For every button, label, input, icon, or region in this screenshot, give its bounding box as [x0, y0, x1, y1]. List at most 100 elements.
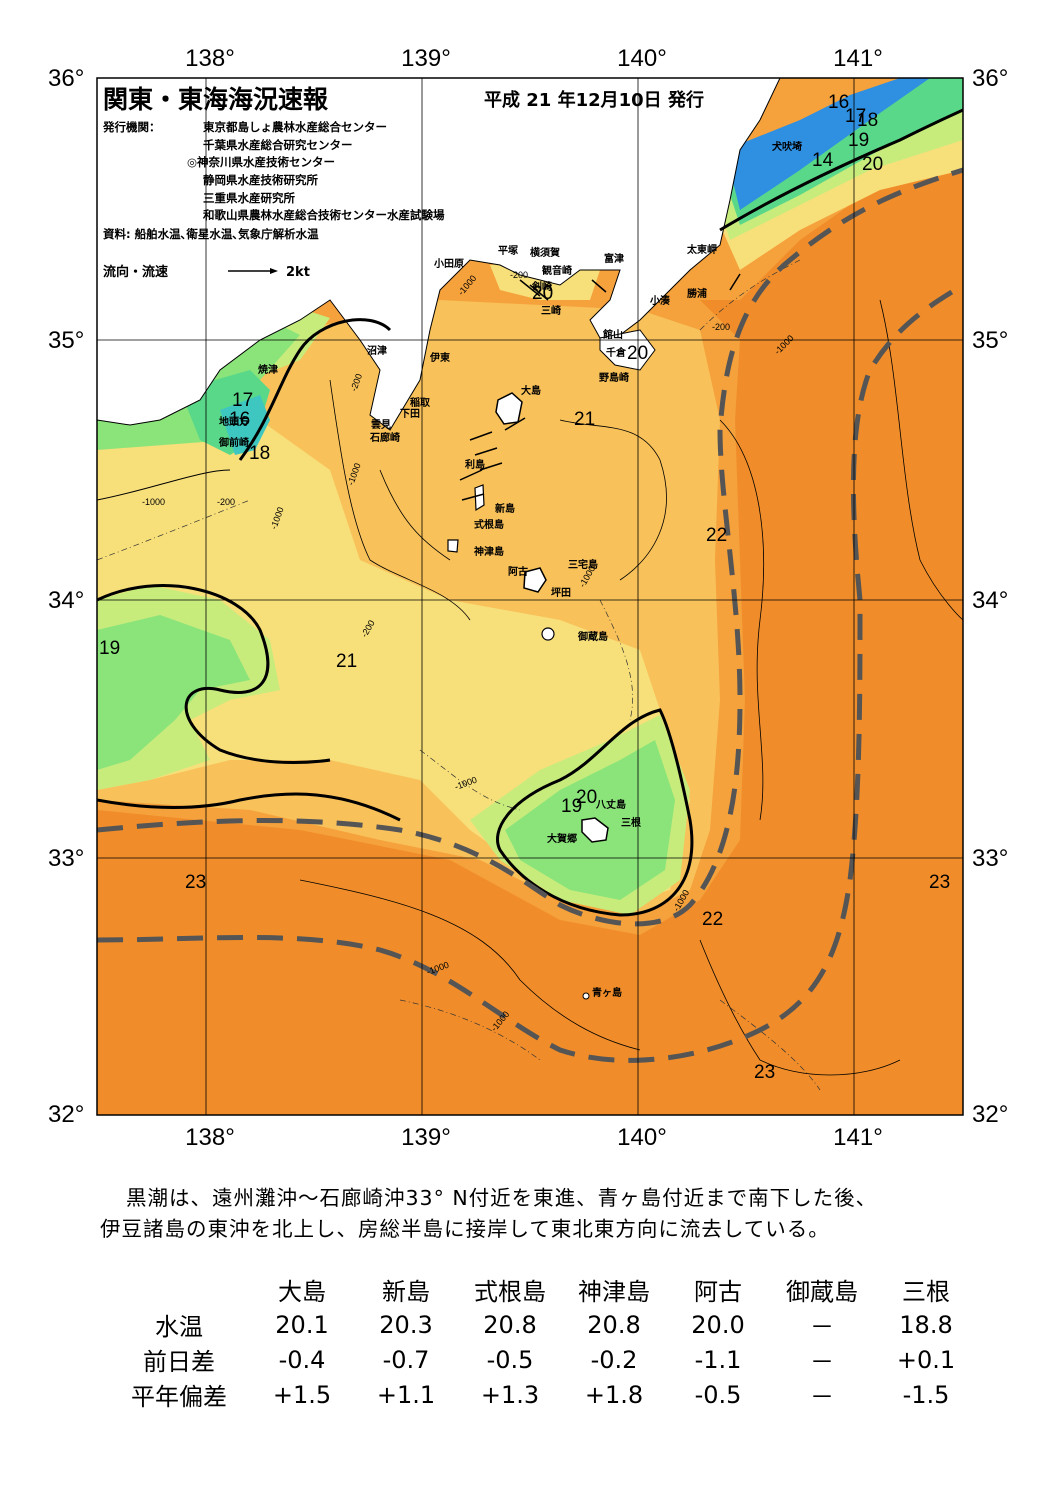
place-numazu: 沼津	[367, 344, 387, 357]
place-katsuura: 勝浦	[687, 287, 707, 300]
iso-label-20-sagami: 20	[532, 283, 553, 304]
issuer-6: 和歌山県農林水産総合技術センター水産試験場	[203, 208, 445, 222]
place-mitsune: 三根	[621, 816, 641, 829]
place-aogashima: 青ヶ島	[592, 986, 622, 999]
issuer-1: 東京都島しょ農林水産総合センター	[203, 120, 387, 134]
row-label: 平年偏差	[131, 1383, 227, 1411]
issuer-5: 三重県水産研究所	[203, 191, 295, 205]
table-cell: 18.8	[899, 1310, 953, 1339]
place-inatori: 稲取	[410, 396, 431, 409]
iso-label-20-hachijo: 20	[576, 787, 597, 808]
iso-label-19-hachijo: 19	[561, 796, 582, 817]
iso-label-16-boso: 16	[828, 92, 849, 113]
summary-line-1: 黒潮は、遠州灘沖～石廊崎沖33° N付近を東進、青ヶ島付近まで南下した後、	[126, 1186, 878, 1210]
isotherm-19-hachijo	[496, 708, 694, 917]
lat-right-33: 33°	[972, 845, 1008, 872]
issuer-2: 千葉県水産総合研究センター	[203, 138, 353, 152]
current-legend-unit: 2kt	[286, 265, 310, 280]
lon-bottom-139: 139°	[401, 1124, 451, 1151]
col-header: 新島	[382, 1278, 430, 1306]
table-cell: +1.1	[376, 1380, 436, 1409]
issue-date: 平成 21 年12月10日 発行	[484, 89, 704, 111]
place-niijima: 新島	[495, 502, 515, 515]
place-shikinejima: 式根島	[474, 518, 504, 531]
lat-right-32: 32°	[972, 1101, 1008, 1128]
kuroshio-axis-main	[97, 167, 963, 927]
island-hachijo	[581, 817, 609, 843]
col-header: 御蔵島	[786, 1278, 858, 1306]
isotherm-20-coast	[97, 469, 231, 501]
island-miyake	[523, 567, 547, 593]
col-header: 神津島	[578, 1278, 650, 1306]
table-cell: +0.1	[896, 1345, 956, 1374]
row-label: 水温	[155, 1313, 203, 1341]
place-mikurajima: 御蔵島	[577, 630, 608, 643]
lon-top-141: 141°	[833, 45, 883, 72]
col-header: 三根	[902, 1278, 950, 1306]
island-kozushima	[447, 539, 459, 553]
place-miyakejima: 三宅島	[568, 558, 598, 571]
table-row: 平年偏差 +1.5 +1.1 +1.3 +1.8 -0.5 － -1.5	[108, 1377, 978, 1412]
place-odawara: 小田原	[433, 257, 464, 270]
place-inubozaki: 犬吠埼	[772, 140, 802, 153]
table-header-row: 大島 新島 式根島 神津島 阿古 御蔵島 三根	[108, 1272, 978, 1307]
place-nojimazaki: 野島崎	[599, 371, 629, 384]
place-ito: 伊東	[429, 351, 450, 364]
place-chikura: 千倉	[606, 346, 627, 359]
current-legend-arrow	[228, 268, 278, 274]
depth-label-1: -200	[510, 270, 528, 280]
island-mikura	[541, 627, 555, 641]
lat-left-33: 33°	[48, 845, 84, 872]
place-yaizu: 焼津	[258, 363, 278, 376]
table-cell: －	[810, 1383, 834, 1411]
iso-label-19-west: 19	[99, 638, 120, 659]
sea-16-coast	[220, 395, 270, 455]
kuroshio-axis-offshore	[97, 282, 963, 1063]
place-hachijojima: 八丈島	[595, 798, 626, 811]
place-tateyama: 館山	[602, 328, 623, 341]
iso-label-17-boso: 17	[845, 106, 866, 127]
issuer-4: 静岡県水産技術研究所	[203, 173, 318, 187]
table-cell: 20.8	[587, 1310, 641, 1339]
depth-label-5: -200	[217, 497, 235, 507]
iso-label-21-west: 21	[336, 651, 357, 672]
place-toshima: 利島	[465, 458, 485, 471]
table-cell: －	[810, 1313, 834, 1341]
table-cell: -0.7	[382, 1345, 430, 1374]
isotherm-19-west	[97, 584, 331, 764]
place-kominato: 小湊	[649, 294, 671, 307]
place-okago: 大賀郷	[547, 832, 577, 845]
table-cell: +1.3	[480, 1380, 540, 1409]
depth-label-8: -200	[712, 322, 730, 332]
col-header: 阿古	[694, 1278, 742, 1306]
table-cell: -0.2	[590, 1345, 638, 1374]
place-hiratsuka: 平塚	[498, 244, 518, 257]
place-jitogata: 地頭方	[219, 415, 249, 428]
land-honshu	[97, 78, 781, 431]
depth-label-6: -1000	[142, 497, 165, 507]
lon-bottom-138: 138°	[185, 1124, 235, 1151]
map-title: 関東・東海海況速報	[103, 85, 329, 114]
iso-label-23-east: 23	[929, 872, 950, 893]
place-kozushima: 神津島	[474, 545, 504, 558]
sea-14-boso	[725, 78, 930, 210]
sea-18-west	[97, 615, 250, 770]
lat-right-34: 34°	[972, 587, 1008, 614]
lat-left-34: 34°	[48, 587, 84, 614]
place-tsubota: 坪田	[551, 586, 571, 599]
table-cell: -0.5	[694, 1380, 742, 1409]
sea-temperature-map: 138° 139° 140° 141° 138° 139° 140° 141° …	[48, 45, 1008, 1151]
table-cell: +1.5	[272, 1380, 332, 1409]
place-oshima: 大島	[521, 384, 541, 397]
lon-top-140: 140°	[617, 45, 667, 72]
sea-17-boso	[720, 78, 963, 225]
place-irozaki: 石廊崎	[369, 431, 400, 444]
summary-line-2: 伊豆諸島の東沖を北上し、房総半島に接岸して東北東方向に流去している。	[100, 1217, 830, 1241]
summary-text: 黒潮は、遠州灘沖～石廊崎沖33° N付近を東進、青ヶ島付近まで南下した後、 伊豆…	[100, 1183, 980, 1245]
col-header: 式根島	[474, 1278, 546, 1306]
issuer-label: 発行機関：	[102, 120, 161, 134]
isotherm-18-northwest	[97, 792, 401, 822]
lon-bottom-141: 141°	[833, 1124, 883, 1151]
table-cell: +1.8	[584, 1380, 644, 1409]
table-cell: -0.5	[486, 1345, 534, 1374]
